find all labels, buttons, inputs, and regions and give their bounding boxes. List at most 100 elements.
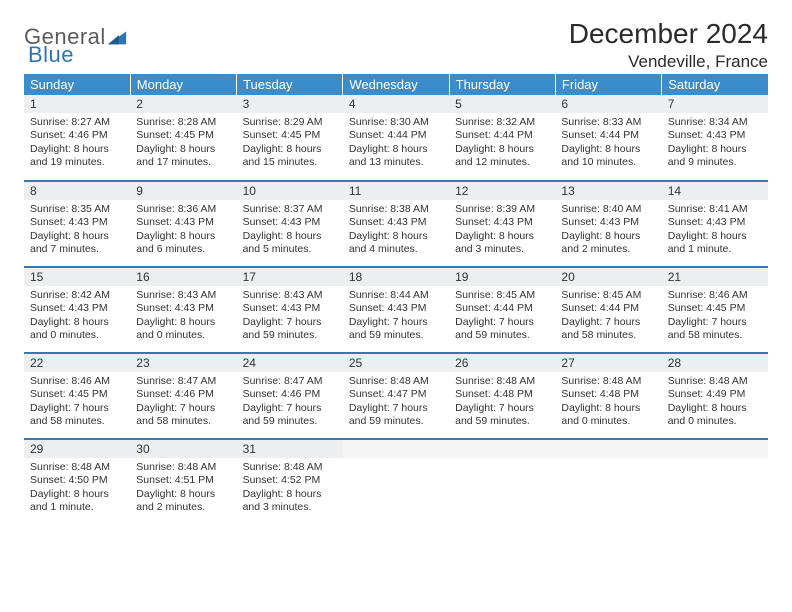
- day-details: Sunrise: 8:30 AMSunset: 4:44 PMDaylight:…: [343, 113, 449, 174]
- day-number: 20: [555, 268, 661, 286]
- daylight-text-1: Daylight: 8 hours: [30, 488, 124, 501]
- day-details: Sunrise: 8:48 AMSunset: 4:48 PMDaylight:…: [555, 372, 661, 433]
- daylight-text-1: Daylight: 8 hours: [136, 143, 230, 156]
- sunrise-text: Sunrise: 8:43 AM: [243, 289, 337, 302]
- calendar-row: 1Sunrise: 8:27 AMSunset: 4:46 PMDaylight…: [24, 95, 768, 181]
- sunrise-text: Sunrise: 8:36 AM: [136, 203, 230, 216]
- day-number: 29: [24, 440, 130, 458]
- day-number: 24: [237, 354, 343, 372]
- daylight-text-2: and 3 minutes.: [243, 501, 337, 514]
- daylight-text-2: and 58 minutes.: [136, 415, 230, 428]
- calendar-cell: 12Sunrise: 8:39 AMSunset: 4:43 PMDayligh…: [449, 181, 555, 267]
- sunset-text: Sunset: 4:52 PM: [243, 474, 337, 487]
- daylight-text-1: Daylight: 8 hours: [30, 230, 124, 243]
- page-subtitle: Vendeville, France: [569, 52, 768, 72]
- sunset-text: Sunset: 4:49 PM: [668, 388, 762, 401]
- calendar-cell: 15Sunrise: 8:42 AMSunset: 4:43 PMDayligh…: [24, 267, 130, 353]
- daylight-text-1: Daylight: 8 hours: [136, 488, 230, 501]
- sunrise-text: Sunrise: 8:46 AM: [30, 375, 124, 388]
- daylight-text-2: and 59 minutes.: [243, 329, 337, 342]
- daylight-text-1: Daylight: 7 hours: [243, 316, 337, 329]
- day-details: Sunrise: 8:48 AMSunset: 4:51 PMDaylight:…: [130, 458, 236, 519]
- daylight-text-2: and 58 minutes.: [561, 329, 655, 342]
- daylight-text-2: and 58 minutes.: [668, 329, 762, 342]
- calendar-cell: 20Sunrise: 8:45 AMSunset: 4:44 PMDayligh…: [555, 267, 661, 353]
- day-details: Sunrise: 8:27 AMSunset: 4:46 PMDaylight:…: [24, 113, 130, 174]
- sunset-text: Sunset: 4:50 PM: [30, 474, 124, 487]
- day-number: 28: [662, 354, 768, 372]
- day-number: 8: [24, 182, 130, 200]
- title-block: December 2024 Vendeville, France: [569, 18, 768, 72]
- sunrise-text: Sunrise: 8:46 AM: [668, 289, 762, 302]
- weekday-header: Wednesday: [343, 74, 449, 95]
- day-details: Sunrise: 8:47 AMSunset: 4:46 PMDaylight:…: [237, 372, 343, 433]
- day-number: 4: [343, 95, 449, 113]
- sunset-text: Sunset: 4:43 PM: [349, 216, 443, 229]
- sunset-text: Sunset: 4:44 PM: [561, 302, 655, 315]
- day-number: 26: [449, 354, 555, 372]
- calendar-cell: ..: [343, 439, 449, 525]
- sunset-text: Sunset: 4:43 PM: [349, 302, 443, 315]
- calendar-body: 1Sunrise: 8:27 AMSunset: 4:46 PMDaylight…: [24, 95, 768, 525]
- calendar-cell: 10Sunrise: 8:37 AMSunset: 4:43 PMDayligh…: [237, 181, 343, 267]
- day-details: Sunrise: 8:45 AMSunset: 4:44 PMDaylight:…: [449, 286, 555, 347]
- day-details: Sunrise: 8:46 AMSunset: 4:45 PMDaylight:…: [24, 372, 130, 433]
- sunrise-text: Sunrise: 8:30 AM: [349, 116, 443, 129]
- sunset-text: Sunset: 4:43 PM: [668, 216, 762, 229]
- sunrise-text: Sunrise: 8:45 AM: [455, 289, 549, 302]
- sunset-text: Sunset: 4:45 PM: [30, 388, 124, 401]
- daylight-text-2: and 3 minutes.: [455, 243, 549, 256]
- day-number: 23: [130, 354, 236, 372]
- weekday-header: Friday: [555, 74, 661, 95]
- daylight-text-1: Daylight: 8 hours: [349, 230, 443, 243]
- daylight-text-2: and 2 minutes.: [561, 243, 655, 256]
- day-details: Sunrise: 8:40 AMSunset: 4:43 PMDaylight:…: [555, 200, 661, 261]
- sunrise-text: Sunrise: 8:35 AM: [30, 203, 124, 216]
- sunrise-text: Sunrise: 8:29 AM: [243, 116, 337, 129]
- sunrise-text: Sunrise: 8:39 AM: [455, 203, 549, 216]
- sunset-text: Sunset: 4:46 PM: [243, 388, 337, 401]
- sunset-text: Sunset: 4:43 PM: [136, 302, 230, 315]
- day-details: Sunrise: 8:44 AMSunset: 4:43 PMDaylight:…: [343, 286, 449, 347]
- daylight-text-2: and 0 minutes.: [561, 415, 655, 428]
- day-details: Sunrise: 8:48 AMSunset: 4:48 PMDaylight:…: [449, 372, 555, 433]
- sunrise-text: Sunrise: 8:48 AM: [136, 461, 230, 474]
- day-number: 27: [555, 354, 661, 372]
- daylight-text-2: and 13 minutes.: [349, 156, 443, 169]
- calendar-cell: 23Sunrise: 8:47 AMSunset: 4:46 PMDayligh…: [130, 353, 236, 439]
- day-details: Sunrise: 8:47 AMSunset: 4:46 PMDaylight:…: [130, 372, 236, 433]
- sunset-text: Sunset: 4:43 PM: [136, 216, 230, 229]
- sunrise-text: Sunrise: 8:43 AM: [136, 289, 230, 302]
- day-details: Sunrise: 8:29 AMSunset: 4:45 PMDaylight:…: [237, 113, 343, 174]
- daylight-text-1: Daylight: 7 hours: [30, 402, 124, 415]
- daylight-text-2: and 19 minutes.: [30, 156, 124, 169]
- daylight-text-1: Daylight: 7 hours: [349, 316, 443, 329]
- sunset-text: Sunset: 4:45 PM: [668, 302, 762, 315]
- sunrise-text: Sunrise: 8:47 AM: [243, 375, 337, 388]
- daylight-text-1: Daylight: 7 hours: [455, 402, 549, 415]
- calendar-cell: 29Sunrise: 8:48 AMSunset: 4:50 PMDayligh…: [24, 439, 130, 525]
- sunset-text: Sunset: 4:43 PM: [455, 216, 549, 229]
- calendar-cell: 2Sunrise: 8:28 AMSunset: 4:45 PMDaylight…: [130, 95, 236, 181]
- daylight-text-2: and 10 minutes.: [561, 156, 655, 169]
- calendar-cell: 9Sunrise: 8:36 AMSunset: 4:43 PMDaylight…: [130, 181, 236, 267]
- sunrise-text: Sunrise: 8:38 AM: [349, 203, 443, 216]
- calendar-cell: 14Sunrise: 8:41 AMSunset: 4:43 PMDayligh…: [662, 181, 768, 267]
- daylight-text-1: Daylight: 8 hours: [455, 143, 549, 156]
- day-number: 7: [662, 95, 768, 113]
- day-number: 31: [237, 440, 343, 458]
- day-details: Sunrise: 8:33 AMSunset: 4:44 PMDaylight:…: [555, 113, 661, 174]
- day-details: Sunrise: 8:43 AMSunset: 4:43 PMDaylight:…: [237, 286, 343, 347]
- brand-text-blue: Blue: [28, 42, 74, 67]
- daylight-text-2: and 17 minutes.: [136, 156, 230, 169]
- sunset-text: Sunset: 4:43 PM: [30, 302, 124, 315]
- sunset-text: Sunset: 4:48 PM: [455, 388, 549, 401]
- sunset-text: Sunset: 4:43 PM: [30, 216, 124, 229]
- daylight-text-2: and 1 minute.: [30, 501, 124, 514]
- day-number: 17: [237, 268, 343, 286]
- day-number: 14: [662, 182, 768, 200]
- day-details: Sunrise: 8:42 AMSunset: 4:43 PMDaylight:…: [24, 286, 130, 347]
- day-details: Sunrise: 8:37 AMSunset: 4:43 PMDaylight:…: [237, 200, 343, 261]
- sunset-text: Sunset: 4:46 PM: [30, 129, 124, 142]
- day-details: Sunrise: 8:34 AMSunset: 4:43 PMDaylight:…: [662, 113, 768, 174]
